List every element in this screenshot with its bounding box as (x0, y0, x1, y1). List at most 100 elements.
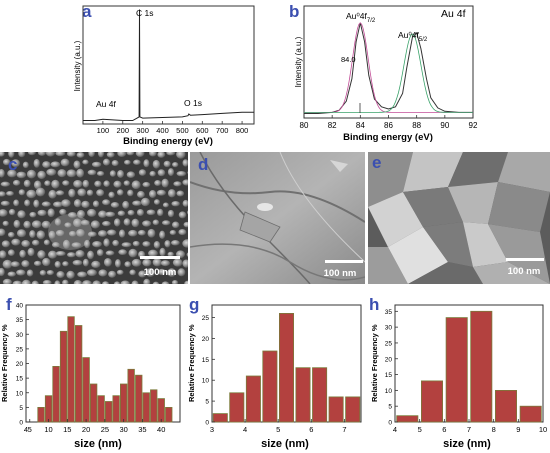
panel-f-xlabel: size (nm) (74, 438, 122, 450)
panel-b-xtick-label: 82 (328, 121, 337, 130)
panel-h-histogram: 4 5 6 7 8 9 10 0 5 10 15 20 25 30 35 Relative Frequenc… (369, 296, 547, 450)
panel-a-frame (82, 5, 255, 125)
scale-bar-c (140, 256, 180, 259)
panel-g-bar (212, 413, 228, 423)
panel-g-xlabel: size (nm) (261, 438, 309, 450)
panel-f-ytick-label: 30 (16, 332, 24, 339)
panel-h-bar (421, 380, 444, 423)
panel-g-bar (279, 312, 295, 423)
panel-h-xtick-label: 10 (539, 425, 547, 434)
panel-b-fit-peak-1 (304, 22, 473, 113)
panel-h-xtick-label: 6 (442, 425, 446, 434)
panel-h-ytick-label: 25 (385, 340, 393, 347)
panel-f-ytick-label: 40 (16, 303, 24, 310)
scale-bar-e-label: 100 nm (508, 266, 541, 277)
panel-a-spectrum (83, 9, 254, 121)
panel-g-ytick-label: 10 (202, 378, 210, 385)
panel-letter-f: f (6, 296, 12, 314)
panel-h-ytick-label: 30 (385, 325, 393, 332)
panel-h-xtick-label: 7 (467, 425, 471, 434)
panel-f-xtick-label: 15 (63, 425, 71, 434)
panel-a-xtick-label: 100 (97, 126, 110, 135)
annotation-o1s: O 1s (184, 98, 202, 108)
panel-f-ylabel: Relative Frequency % (0, 324, 9, 402)
panel-g-bar (295, 367, 311, 423)
panel-h-xtick-label: 4 (393, 425, 397, 434)
panel-b-xtick-label: 84 (356, 121, 365, 130)
panel-h-bar (470, 310, 493, 423)
panel-b-xps-au4f: 80 82 84 86 88 90 92 Au 4f Au⁰4f7/2 Au⁰4f5/2 8… (294, 5, 478, 143)
scale-bar-d-label: 100 nm (324, 268, 357, 279)
panel-h-ytick-label: 20 (385, 356, 393, 363)
panel-f-bar (112, 395, 120, 423)
panel-f-ytick-label: 10 (16, 390, 24, 397)
panel-f-bar (142, 392, 150, 423)
panel-g-xtick-label: 4 (243, 425, 247, 434)
panel-letter-e: e (372, 153, 381, 172)
panel-f-ytick-label: 20 (16, 361, 24, 368)
panel-g-xtick-label: 5 (276, 425, 280, 434)
sem-image-e: 100 nm e (368, 152, 550, 284)
panel-b-xlabel: Binding energy (eV) (343, 132, 433, 143)
panel-f-bar (97, 395, 105, 423)
panel-f-bar (75, 325, 83, 423)
panel-h-ytick-label: 35 (385, 309, 393, 316)
panel-g-bar (328, 396, 344, 423)
panel-h-xlabel: size (nm) (443, 438, 491, 450)
panel-g-xtick-label: 3 (210, 425, 214, 434)
panel-b-xtick-label: 92 (469, 121, 478, 130)
panel-g-bar (345, 396, 361, 423)
panel-b-xtick-label: 88 (412, 121, 421, 130)
panel-a-xtick-label: 200 (117, 126, 130, 135)
panel-b-xtick-label: 80 (300, 121, 309, 130)
panel-a-xtick-label: 500 (176, 126, 189, 135)
scale-bar-d (325, 260, 363, 263)
panel-b-xtick-label: 90 (440, 121, 449, 130)
panel-f-bar (135, 374, 143, 423)
panel-b-title: Au 4f (441, 8, 466, 20)
panel-f-ytick-label: 25 (16, 346, 24, 353)
panel-f-xtick-label: 20 (82, 425, 90, 434)
panel-h-xtick-label: 9 (516, 425, 520, 434)
annotation-au4f: Au 4f (96, 99, 116, 109)
panel-letter-g: g (189, 296, 199, 314)
panel-f-xtick-label: 30 (119, 425, 127, 434)
panel-b-fit-peak-2 (304, 33, 473, 113)
panel-letter-d: d (198, 155, 208, 174)
scale-bar-e (506, 258, 544, 261)
scale-bar-c-label: 100 nm (144, 267, 177, 278)
panel-g-ytick-label: 5 (205, 399, 209, 406)
annotation-c1s: C 1s (136, 8, 153, 18)
panel-f-bar (157, 398, 165, 423)
panel-f-xtick-label: 5 (28, 425, 32, 434)
panel-g-ytick-label: 20 (202, 336, 210, 343)
panel-f-xtick-label: 40 (157, 425, 165, 434)
panel-g-bar (229, 392, 245, 423)
panel-letter-a: a (82, 2, 92, 21)
panel-f-ytick-label: 0 (19, 420, 23, 427)
panel-h-ytick-label: 0 (388, 420, 392, 427)
panel-a-xtick-label: 800 (236, 126, 249, 135)
panel-h-xtick-label: 5 (418, 425, 422, 434)
panel-f-bar (67, 316, 75, 423)
panel-g-bar (312, 367, 328, 423)
panel-f-ytick-label: 15 (16, 376, 24, 383)
panel-f-bar (105, 401, 113, 423)
panel-g-ytick-label: 0 (205, 420, 209, 427)
panel-f-bar (82, 357, 90, 423)
panel-b-xtick-label: 86 (384, 121, 393, 130)
panel-g-histogram: 3 4 5 6 7 0 5 10 15 20 25 Relative Frequency % siz… (187, 296, 362, 450)
panel-f-bar (127, 368, 135, 423)
annotation-84-0: 84.0 (341, 55, 356, 64)
panel-f-xtick-label: 35 (138, 425, 146, 434)
panel-f-xtick-label: 10 (44, 425, 52, 434)
panel-f-bar (44, 395, 53, 423)
panel-letter-c: c (8, 155, 17, 174)
panel-h-ytick-label: 15 (385, 372, 393, 379)
panel-a-xtick-label: 300 (136, 126, 149, 135)
panel-a-ylabel: Intensity (a.u.) (73, 40, 82, 91)
panel-h-ytick-label: 10 (385, 388, 393, 395)
panel-f-bar (120, 383, 128, 423)
panel-h-bar (396, 415, 419, 423)
